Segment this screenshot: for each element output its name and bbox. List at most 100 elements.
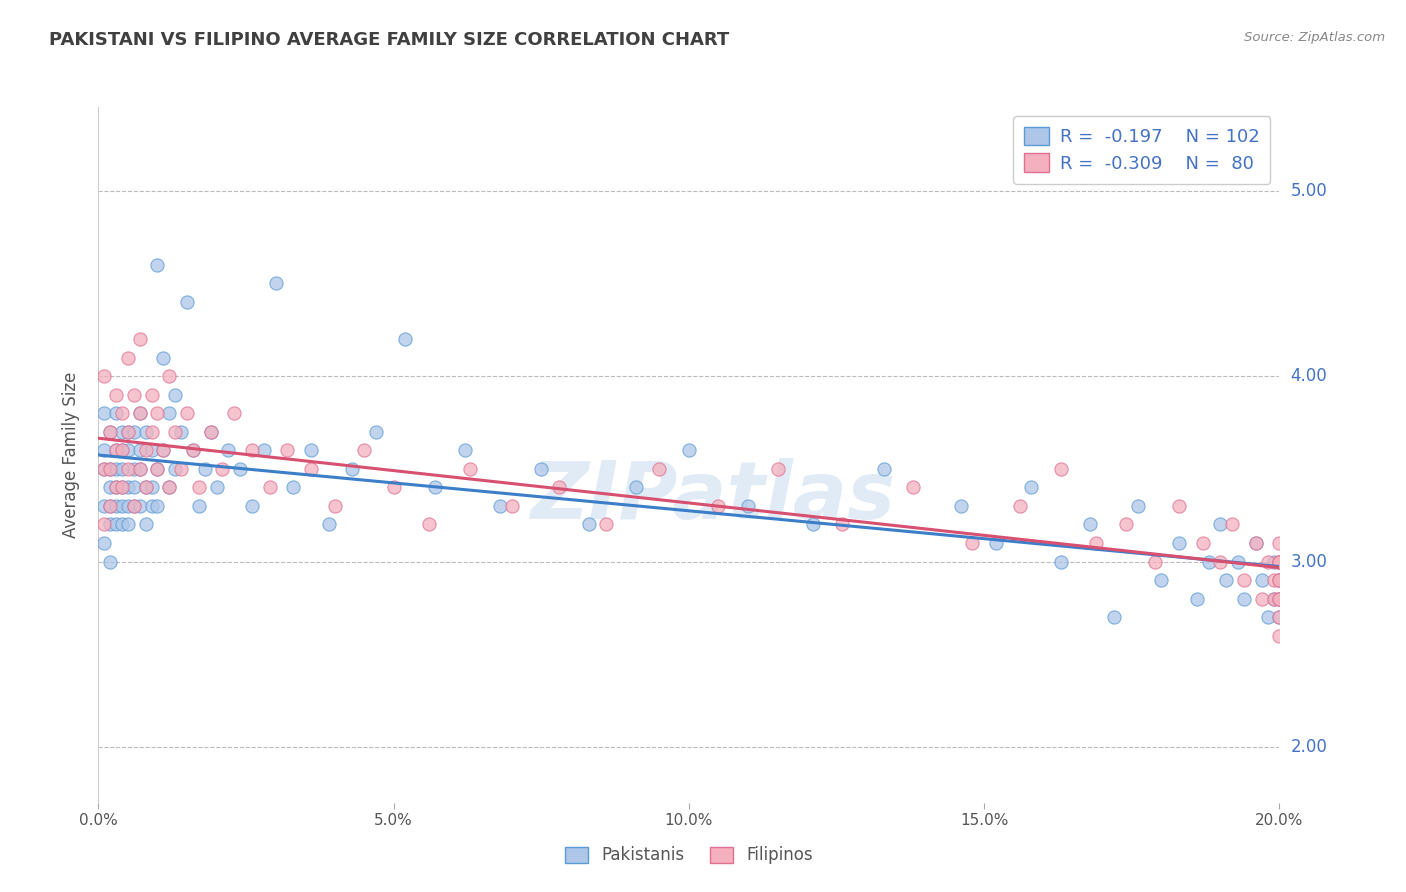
Point (984, 536, 1007, 550)
Point (353, 443, 375, 458)
Point (117, 351, 139, 365)
Point (157, 480, 180, 494)
Point (98, 425, 121, 439)
Point (117, 443, 139, 458)
Point (1244, 536, 1267, 550)
Point (135, 443, 157, 458)
Point (1257, 555, 1279, 569)
Point (93, 462, 115, 476)
Point (299, 462, 322, 476)
Point (122, 387, 145, 401)
Point (1268, 555, 1291, 569)
Point (299, 443, 322, 458)
Point (489, 499, 512, 513)
Point (1268, 591, 1291, 606)
Point (141, 425, 163, 439)
Point (157, 369, 180, 384)
Point (135, 425, 157, 439)
Text: 4.00: 4.00 (1291, 368, 1327, 385)
Point (962, 536, 984, 550)
Legend: Pakistanis, Filipinos: Pakistanis, Filipinos (558, 839, 820, 871)
Point (364, 425, 387, 439)
Point (128, 332, 150, 346)
Point (105, 499, 128, 513)
Point (678, 443, 700, 458)
Point (276, 443, 298, 458)
Point (117, 480, 139, 494)
Point (217, 443, 239, 458)
Point (1268, 573, 1291, 587)
Point (141, 480, 163, 494)
Point (1257, 610, 1279, 624)
Point (1209, 517, 1232, 532)
Point (141, 499, 163, 513)
Point (135, 480, 157, 494)
Point (117, 499, 139, 513)
Point (1115, 517, 1137, 532)
Point (105, 443, 128, 458)
Point (283, 480, 305, 494)
Point (1080, 517, 1102, 532)
Point (98, 480, 121, 494)
Point (98, 462, 121, 476)
Point (98, 517, 121, 532)
Point (111, 480, 134, 494)
Point (141, 443, 163, 458)
Point (318, 517, 340, 532)
Point (394, 332, 416, 346)
Point (1144, 555, 1167, 569)
Point (1168, 536, 1191, 550)
Point (200, 425, 222, 439)
Point (111, 517, 134, 532)
Point (117, 517, 139, 532)
Point (1268, 591, 1291, 606)
Point (1209, 555, 1232, 569)
Point (648, 462, 671, 476)
Point (122, 480, 145, 494)
Point (224, 406, 246, 420)
Point (1268, 555, 1291, 569)
Point (707, 499, 730, 513)
Point (165, 387, 187, 401)
Point (194, 462, 217, 476)
Point (1263, 591, 1285, 606)
Point (105, 480, 128, 494)
Point (1268, 591, 1291, 606)
Point (1268, 610, 1291, 624)
Point (117, 425, 139, 439)
Point (122, 499, 145, 513)
Point (128, 462, 150, 476)
Point (105, 443, 128, 458)
Point (98, 499, 121, 513)
Point (460, 462, 482, 476)
Point (93, 369, 115, 384)
Point (1233, 573, 1256, 587)
Point (240, 443, 263, 458)
Point (165, 425, 187, 439)
Point (105, 406, 128, 420)
Point (128, 406, 150, 420)
Point (111, 443, 134, 458)
Point (1185, 591, 1208, 606)
Point (1215, 573, 1237, 587)
Point (211, 462, 233, 476)
Point (1244, 536, 1267, 550)
Y-axis label: Average Family Size: Average Family Size (62, 372, 80, 538)
Point (111, 480, 134, 494)
Point (181, 443, 204, 458)
Point (1233, 591, 1256, 606)
Text: Source: ZipAtlas.com: Source: ZipAtlas.com (1244, 31, 1385, 45)
Point (128, 499, 150, 513)
Point (146, 462, 169, 476)
Point (548, 480, 571, 494)
Point (418, 517, 440, 532)
Point (1168, 499, 1191, 513)
Point (873, 462, 896, 476)
Point (105, 480, 128, 494)
Point (135, 517, 157, 532)
Point (1263, 555, 1285, 569)
Point (170, 425, 193, 439)
Point (111, 425, 134, 439)
Point (93, 517, 115, 532)
Point (146, 406, 169, 420)
